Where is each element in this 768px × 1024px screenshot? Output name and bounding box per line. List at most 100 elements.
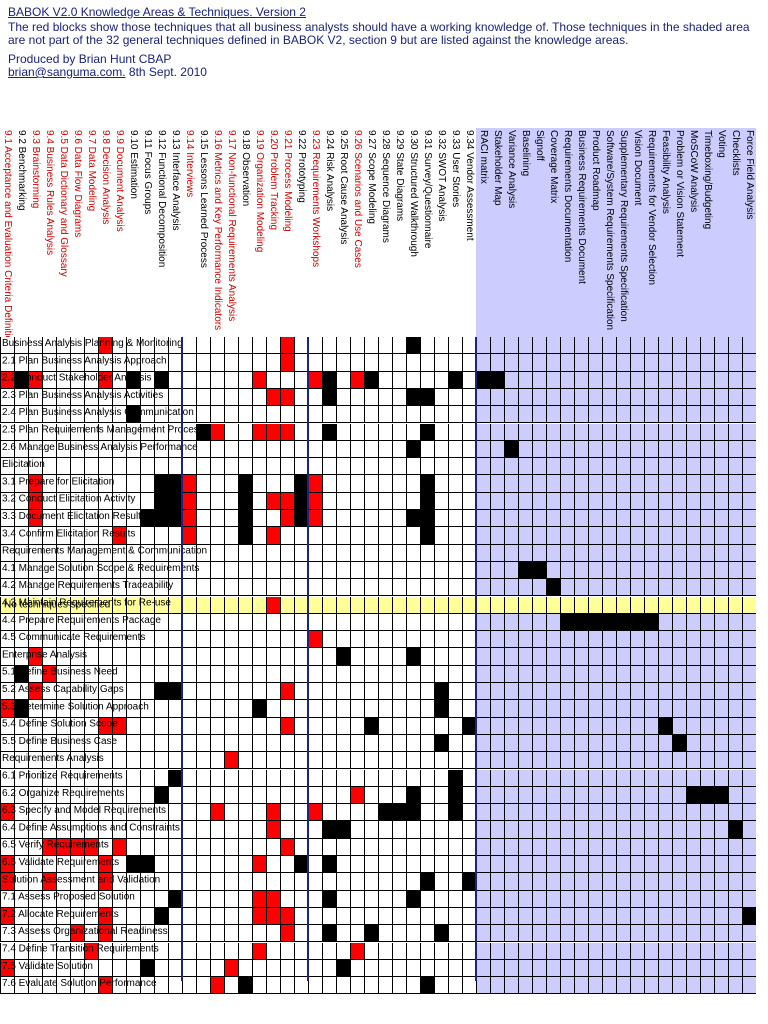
grid-cell — [490, 734, 504, 753]
grid-cell — [728, 804, 742, 822]
grid-cell — [294, 544, 308, 562]
grid-cell — [546, 873, 560, 891]
grid-cell — [308, 458, 322, 476]
grid-cell — [378, 337, 392, 355]
grid-cell — [602, 579, 616, 597]
grid-cell — [266, 544, 280, 562]
grid-cell — [476, 942, 490, 960]
cell-applies — [490, 371, 504, 389]
grid-cell — [630, 354, 644, 372]
grid-cell — [252, 475, 266, 493]
grid-cell — [644, 856, 658, 874]
grid-cell — [294, 769, 308, 787]
grid-cell — [742, 475, 756, 493]
cell-applies — [672, 734, 686, 753]
grid-cell — [476, 683, 490, 701]
task-label: 6.4 Define Assumptions and Constraints — [2, 822, 180, 834]
grid-cell — [224, 423, 238, 441]
grid-cell — [644, 492, 658, 510]
grid-cell — [588, 388, 602, 407]
grid-cell — [630, 475, 644, 493]
grid-cell — [616, 700, 630, 718]
grid-cell — [490, 579, 504, 597]
cell-core-applies — [280, 510, 294, 528]
grid-cell — [742, 354, 756, 372]
grid-cell — [630, 648, 644, 666]
grid-cell — [728, 890, 742, 908]
grid-cell — [532, 683, 546, 701]
grid-cell — [728, 631, 742, 649]
grid-cell — [588, 942, 602, 960]
grid-cell — [308, 890, 322, 908]
grid-cell — [672, 977, 686, 995]
grid-cell — [210, 613, 224, 632]
grid-cell — [322, 631, 336, 649]
grid-cell — [490, 752, 504, 770]
grid-cell — [378, 786, 392, 805]
grid-cell — [686, 631, 700, 649]
grid-cell — [238, 942, 252, 960]
grid-cell — [210, 907, 224, 926]
grid-cell — [728, 371, 742, 389]
grid-cell — [434, 371, 448, 389]
grid-cell — [462, 631, 476, 649]
grid-cell — [504, 561, 518, 580]
grid-cell — [616, 337, 630, 355]
grid-cell — [630, 544, 644, 562]
grid-cell — [588, 423, 602, 441]
grid-cell — [322, 648, 336, 666]
cell-core-applies — [280, 925, 294, 943]
grid-cell — [238, 337, 252, 355]
grid-cell — [588, 683, 602, 701]
grid-cell — [434, 631, 448, 649]
grid-cell — [672, 527, 686, 545]
grid-cell — [238, 631, 252, 649]
grid-cell — [280, 544, 294, 562]
grid-cell — [532, 458, 546, 476]
grid-cell — [280, 804, 294, 822]
grid-cell — [700, 388, 714, 407]
grid-cell — [560, 838, 574, 856]
grid-cell — [700, 631, 714, 649]
grid-cell — [616, 769, 630, 787]
grid-cell — [574, 406, 588, 424]
grid-cell — [336, 890, 350, 908]
grid-cell — [630, 579, 644, 597]
cell-core-applies — [252, 371, 266, 389]
grid-cell — [336, 527, 350, 545]
grid-cell — [504, 925, 518, 943]
grid-cell — [686, 942, 700, 960]
grid-cell — [308, 752, 322, 770]
grid-cell — [574, 354, 588, 372]
grid-cell — [714, 683, 728, 701]
grid-cell — [224, 734, 238, 753]
grid-cell — [448, 354, 462, 372]
cell-core-applies — [308, 510, 322, 528]
grid-cell — [686, 769, 700, 787]
cell-applies — [714, 786, 728, 805]
grid-cell — [378, 458, 392, 476]
grid-cell — [518, 959, 532, 978]
grid-cell — [672, 717, 686, 735]
grid-cell — [616, 371, 630, 389]
grid-cell — [350, 752, 364, 770]
grid-cell — [616, 527, 630, 545]
grid-cell — [378, 388, 392, 407]
cell-core-applies — [280, 354, 294, 372]
grid-cell — [336, 873, 350, 891]
grid-cell — [686, 890, 700, 908]
grid-cell — [588, 769, 602, 787]
grid-cell — [630, 440, 644, 459]
grid-cell — [322, 354, 336, 372]
grid-cell — [672, 665, 686, 683]
grid-cell — [448, 458, 462, 476]
grid-cell — [224, 838, 238, 856]
grid-cell — [476, 579, 490, 597]
grid-cell — [644, 821, 658, 839]
grid-cell — [476, 631, 490, 649]
grid-cell — [616, 873, 630, 891]
task-label: 5.4 Define Solution Scope — [2, 718, 118, 730]
grid-cell — [630, 371, 644, 389]
grid-cell — [364, 631, 378, 649]
grid-cell — [322, 579, 336, 597]
